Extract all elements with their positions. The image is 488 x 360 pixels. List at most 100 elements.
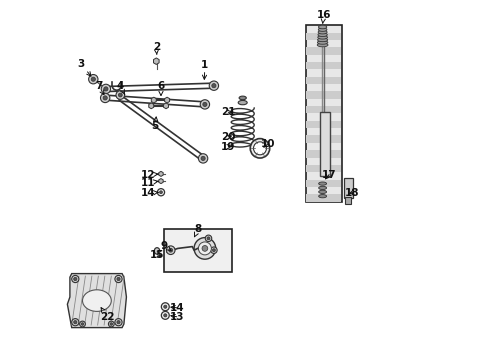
Circle shape — [110, 323, 112, 325]
Text: 7: 7 — [95, 81, 104, 95]
Text: 15: 15 — [150, 250, 164, 260]
Circle shape — [209, 81, 218, 90]
Bar — [306, 194, 340, 202]
Ellipse shape — [318, 190, 326, 194]
Ellipse shape — [317, 41, 327, 44]
Text: 13: 13 — [169, 312, 183, 322]
Circle shape — [103, 87, 108, 91]
Text: 17: 17 — [321, 170, 336, 180]
Text: 10: 10 — [260, 139, 275, 149]
Circle shape — [253, 142, 266, 155]
Bar — [306, 150, 340, 158]
Circle shape — [161, 303, 169, 311]
Circle shape — [210, 247, 217, 253]
Text: 3: 3 — [78, 59, 91, 76]
Polygon shape — [153, 58, 159, 64]
Ellipse shape — [318, 25, 326, 29]
Text: 4: 4 — [116, 81, 124, 94]
Bar — [306, 47, 340, 55]
Circle shape — [157, 189, 164, 196]
Polygon shape — [151, 97, 156, 103]
Bar — [345, 197, 350, 204]
Text: 18: 18 — [345, 188, 359, 198]
Circle shape — [250, 139, 269, 158]
Circle shape — [117, 320, 120, 324]
Text: 14: 14 — [141, 188, 158, 198]
Text: 16: 16 — [316, 10, 330, 23]
Circle shape — [81, 323, 83, 325]
Circle shape — [74, 277, 77, 281]
Text: 12: 12 — [141, 170, 158, 180]
Bar — [306, 62, 340, 69]
Circle shape — [117, 277, 120, 281]
Bar — [306, 77, 340, 84]
Ellipse shape — [318, 28, 326, 31]
Circle shape — [118, 93, 122, 97]
Circle shape — [101, 93, 110, 103]
Circle shape — [203, 102, 206, 107]
Circle shape — [159, 191, 162, 194]
Text: 8: 8 — [194, 224, 202, 237]
Circle shape — [198, 242, 211, 255]
Circle shape — [72, 319, 79, 326]
Ellipse shape — [317, 36, 327, 39]
Text: 9: 9 — [161, 240, 171, 251]
Circle shape — [80, 321, 85, 327]
Circle shape — [200, 100, 209, 109]
Circle shape — [166, 246, 175, 255]
Polygon shape — [164, 97, 169, 103]
Circle shape — [161, 311, 169, 319]
Text: 1: 1 — [201, 60, 208, 79]
Bar — [306, 32, 340, 40]
Ellipse shape — [82, 290, 111, 311]
Ellipse shape — [154, 248, 160, 254]
Bar — [306, 106, 340, 113]
Text: 11: 11 — [141, 178, 158, 188]
Text: 2: 2 — [152, 42, 160, 55]
Circle shape — [108, 321, 114, 327]
Text: 20: 20 — [221, 132, 235, 142]
Bar — [306, 91, 340, 99]
Circle shape — [91, 77, 95, 81]
Polygon shape — [159, 179, 163, 184]
Ellipse shape — [317, 38, 327, 42]
Text: 19: 19 — [221, 141, 235, 152]
Ellipse shape — [318, 194, 326, 198]
Polygon shape — [148, 103, 153, 109]
Polygon shape — [163, 103, 168, 109]
Circle shape — [194, 238, 215, 259]
Ellipse shape — [239, 96, 246, 100]
Text: 6: 6 — [157, 81, 164, 95]
Circle shape — [74, 320, 77, 324]
Circle shape — [205, 235, 211, 242]
Polygon shape — [67, 274, 126, 328]
Bar — [306, 180, 340, 187]
Bar — [320, 112, 329, 176]
Circle shape — [201, 156, 205, 161]
Ellipse shape — [318, 186, 326, 189]
Text: 14: 14 — [169, 303, 184, 313]
Bar — [305, 25, 341, 202]
Circle shape — [115, 319, 122, 326]
Circle shape — [212, 249, 215, 252]
Circle shape — [88, 75, 98, 84]
Ellipse shape — [318, 30, 326, 34]
Bar — [306, 121, 340, 128]
Polygon shape — [159, 171, 163, 176]
Bar — [163, 229, 231, 272]
Circle shape — [115, 275, 122, 283]
Ellipse shape — [317, 33, 326, 36]
Circle shape — [72, 275, 79, 283]
Circle shape — [211, 84, 216, 88]
Circle shape — [206, 237, 209, 240]
Ellipse shape — [238, 100, 247, 105]
Bar — [306, 165, 340, 172]
Circle shape — [168, 248, 172, 252]
Bar — [343, 178, 352, 198]
Circle shape — [198, 154, 207, 163]
Bar — [306, 135, 340, 143]
Circle shape — [101, 84, 110, 94]
Ellipse shape — [317, 43, 327, 47]
Circle shape — [202, 246, 207, 251]
Text: 21: 21 — [221, 107, 235, 117]
